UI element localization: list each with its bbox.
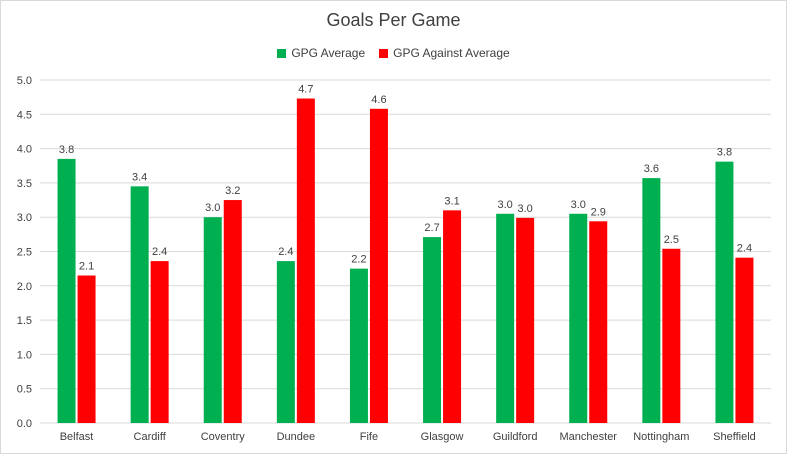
data-label: 3.1 — [444, 195, 459, 207]
y-tick-label: 1.5 — [17, 315, 32, 327]
y-tick-label: 2.5 — [17, 247, 32, 259]
bar-gpg-average — [423, 237, 442, 423]
y-tick-label: 2.0 — [17, 281, 32, 293]
bar-gpg-against-average — [77, 275, 96, 423]
legend-swatch-gpg-average — [277, 48, 287, 58]
data-label: 3.0 — [518, 203, 533, 215]
y-tick-label: 4.0 — [17, 144, 32, 156]
bar-gpg-average — [57, 158, 76, 423]
y-tick-label: 4.5 — [17, 109, 32, 121]
y-tick-label: 0.0 — [17, 418, 32, 430]
y-tick-label: 5.0 — [17, 75, 32, 87]
x-tick-label: Glasgow — [421, 431, 464, 443]
x-tick-label: Manchester — [560, 431, 618, 443]
data-label: 2.4 — [737, 243, 752, 255]
bar-gpg-against-average — [516, 217, 535, 423]
x-tick-label: Coventry — [201, 431, 246, 443]
data-label: 2.2 — [351, 254, 366, 266]
x-tick-label: Sheffield — [713, 431, 756, 443]
bar-gpg-against-average — [443, 210, 462, 423]
chart-legend: GPG Average GPG Against Average — [0, 46, 787, 60]
legend-label-gpg-against-average: GPG Against Average — [393, 46, 510, 60]
data-label: 2.1 — [79, 261, 94, 273]
data-label: 2.4 — [152, 246, 167, 258]
data-label: 3.8 — [717, 147, 732, 159]
x-tick-label: Guildford — [493, 431, 538, 443]
y-tick-label: 3.5 — [17, 178, 32, 190]
y-tick-label: 1.0 — [17, 349, 32, 361]
chart-title: Goals Per Game — [326, 10, 461, 30]
data-label: 3.0 — [498, 199, 513, 211]
bar-gpg-against-average — [369, 108, 388, 423]
data-label: 2.9 — [591, 206, 606, 218]
bar-gpg-average — [642, 178, 661, 423]
bar-gpg-average — [203, 217, 222, 423]
x-tick-label: Belfast — [60, 431, 94, 443]
data-label: 3.0 — [571, 199, 586, 211]
bar-gpg-against-average — [223, 200, 242, 423]
data-label: 2.5 — [664, 234, 679, 246]
bar-gpg-against-average — [735, 257, 754, 423]
bar-gpg-average — [349, 268, 368, 423]
bar-gpg-average — [569, 213, 588, 423]
data-label: 3.8 — [59, 144, 74, 156]
data-label: 3.6 — [644, 163, 659, 175]
data-label: 2.4 — [278, 246, 293, 258]
y-tick-label: 0.5 — [17, 384, 32, 396]
legend-item-gpg-average: GPG Average — [277, 46, 365, 60]
legend-swatch-gpg-against-average — [379, 48, 389, 58]
y-tick-label: 3.0 — [17, 212, 32, 224]
bar-gpg-against-average — [296, 98, 315, 423]
bar-gpg-against-average — [150, 261, 169, 423]
x-tick-label: Dundee — [277, 431, 316, 443]
x-tick-label: Cardiff — [134, 431, 167, 443]
legend-label-gpg-average: GPG Average — [291, 46, 366, 60]
bar-gpg-against-average — [589, 221, 608, 423]
data-label: 4.7 — [298, 84, 313, 96]
bar-gpg-average — [496, 213, 515, 423]
bar-gpg-against-average — [662, 248, 681, 423]
data-label: 4.6 — [371, 94, 386, 106]
x-tick-label: Nottingham — [633, 431, 689, 443]
data-label: 3.2 — [225, 185, 240, 197]
data-label: 2.7 — [424, 222, 439, 234]
bar-gpg-average — [715, 161, 734, 423]
data-label: 3.4 — [132, 171, 147, 183]
x-tick-label: Fife — [360, 431, 378, 443]
bar-gpg-average — [276, 261, 295, 423]
data-label: 3.0 — [205, 202, 220, 214]
bar-gpg-average — [130, 186, 149, 423]
legend-item-gpg-against-average: GPG Against Average — [379, 46, 510, 60]
